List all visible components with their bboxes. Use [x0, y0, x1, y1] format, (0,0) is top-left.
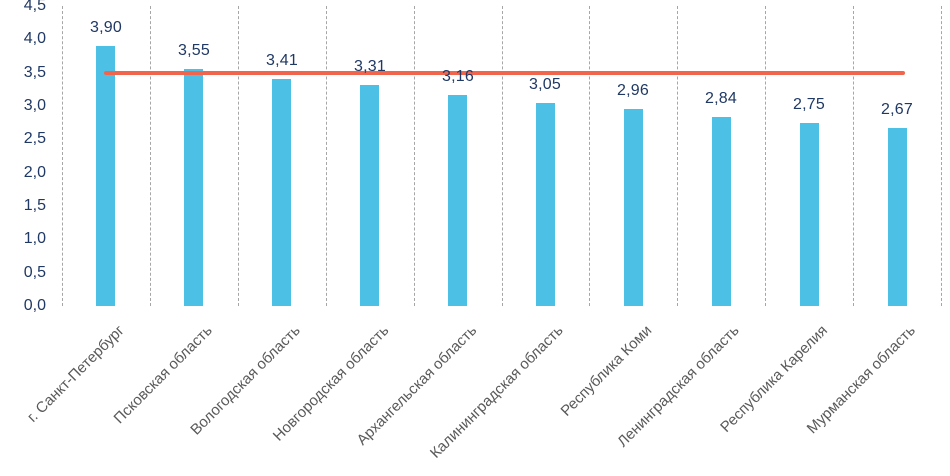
bar — [184, 69, 203, 306]
gridline — [765, 6, 766, 306]
y-tick-label: 0,0 — [23, 297, 46, 314]
gridline — [150, 6, 151, 306]
reference-line — [104, 71, 905, 75]
bar — [800, 123, 819, 306]
bar-value-label: 3,05 — [529, 76, 561, 93]
bar — [96, 46, 115, 306]
y-tick-label: 4,5 — [23, 0, 46, 14]
bar-value-label: 3,31 — [354, 58, 386, 75]
gridline — [414, 6, 415, 306]
bar — [888, 128, 907, 306]
y-tick-label: 2,0 — [23, 164, 46, 181]
bar-value-label: 2,67 — [881, 101, 913, 118]
category-label: Псковская область — [110, 322, 217, 428]
y-tick-label: 0,5 — [23, 264, 46, 281]
gridline — [238, 6, 239, 306]
bar-value-label: 3,55 — [178, 42, 210, 59]
bar — [536, 103, 555, 306]
gridline — [589, 6, 590, 306]
gridline — [677, 6, 678, 306]
bar — [360, 85, 379, 306]
y-tick-label: 3,0 — [23, 97, 46, 114]
bar — [448, 95, 467, 306]
bar-value-label: 2,75 — [793, 96, 825, 113]
category-label: Республика Коми — [557, 322, 656, 420]
category-label: г. Санкт-Петербург — [24, 322, 129, 426]
bar-value-label: 2,84 — [705, 90, 737, 107]
bar-value-label: 3,16 — [442, 68, 474, 85]
y-tick-label: 2,5 — [23, 130, 46, 147]
gridline — [853, 6, 854, 306]
bar-value-label: 2,96 — [617, 82, 649, 99]
y-tick-label: 1,0 — [23, 230, 46, 247]
bar — [712, 117, 731, 306]
gridline — [941, 6, 942, 306]
y-tick-label: 3,5 — [23, 64, 46, 81]
bar — [624, 109, 643, 306]
bar-value-label: 3,90 — [90, 19, 122, 36]
bar-value-label: 3,41 — [266, 52, 298, 69]
gridline — [502, 6, 503, 306]
y-tick-label: 1,5 — [23, 197, 46, 214]
bar — [272, 79, 291, 306]
gridline — [62, 6, 63, 306]
y-tick-label: 4,0 — [23, 30, 46, 47]
gridline — [326, 6, 327, 306]
